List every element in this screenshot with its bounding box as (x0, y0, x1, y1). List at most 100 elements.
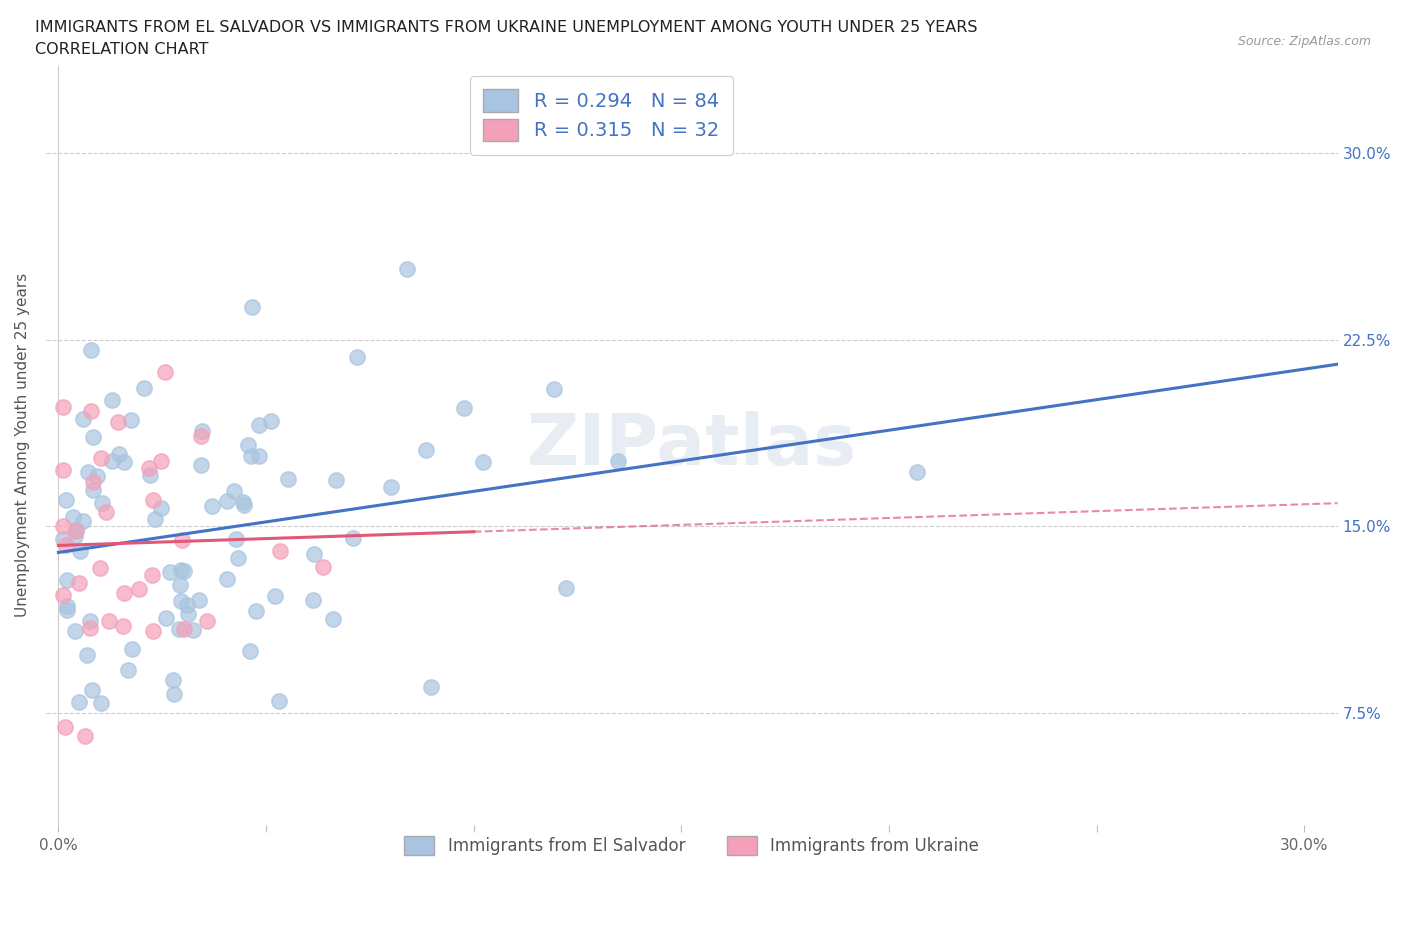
Point (80, 342, 103, 357)
Point (269, 544, 291, 559)
Y-axis label: Unemployment Among Youth under 25 years: Unemployment Among Youth under 25 years (15, 273, 30, 618)
Point (419, 680, 441, 695)
Point (52, 519, 75, 534)
Point (139, 468, 162, 483)
Text: ZIPatlas: ZIPatlas (527, 411, 856, 480)
Point (153, 365, 176, 379)
Point (905, 465, 928, 480)
Point (245, 604, 267, 618)
Point (155, 611, 177, 626)
Point (77, 465, 100, 480)
Point (82, 430, 104, 445)
Point (67, 575, 90, 590)
Point (159, 565, 181, 579)
Point (201, 498, 224, 513)
Point (173, 621, 195, 636)
Point (76, 647, 98, 662)
Point (52, 400, 75, 415)
Point (79, 620, 101, 635)
Point (606, 454, 628, 469)
Point (53, 720, 76, 735)
Point (79, 614, 101, 629)
Point (90, 696, 112, 711)
Point (55, 603, 77, 618)
Point (217, 571, 239, 586)
Point (94, 504, 117, 519)
Point (176, 598, 198, 613)
Point (142, 623, 165, 638)
Point (239, 644, 262, 658)
Point (225, 531, 247, 546)
Point (52, 588, 75, 603)
Point (55, 493, 77, 508)
Point (311, 559, 333, 574)
Point (75, 728, 97, 743)
Point (101, 454, 124, 469)
Point (226, 551, 249, 565)
Point (112, 586, 135, 601)
Point (89, 561, 111, 576)
Point (150, 454, 173, 469)
Point (167, 621, 190, 636)
Point (65, 523, 87, 538)
Point (322, 612, 344, 627)
Point (302, 592, 325, 607)
Point (138, 461, 160, 476)
Point (267, 694, 290, 709)
Point (80, 683, 103, 698)
Point (52, 462, 75, 477)
Point (247, 418, 270, 432)
Point (117, 662, 139, 677)
Point (342, 530, 364, 545)
Point (380, 480, 402, 495)
Point (55, 538, 77, 552)
Point (141, 492, 163, 507)
Point (264, 588, 287, 603)
Point (98, 614, 121, 629)
Point (190, 429, 212, 444)
Point (215, 494, 238, 509)
Point (325, 472, 347, 487)
Point (177, 606, 200, 621)
Text: IMMIGRANTS FROM EL SALVADOR VS IMMIGRANTS FROM UKRAINE UNEMPLOYMENT AMONG YOUTH : IMMIGRANTS FROM EL SALVADOR VS IMMIGRANT… (35, 20, 977, 35)
Point (82, 483, 104, 498)
Point (108, 446, 131, 461)
Legend: Immigrants from El Salvador, Immigrants from Ukraine: Immigrants from El Salvador, Immigrants … (398, 830, 986, 862)
Point (415, 443, 437, 458)
Point (346, 350, 368, 365)
Point (62, 510, 84, 525)
Point (145, 512, 167, 527)
Point (79, 404, 101, 418)
Point (173, 564, 195, 578)
Point (121, 642, 143, 657)
Point (239, 448, 262, 463)
Point (82, 474, 104, 489)
Point (277, 472, 299, 486)
Point (72, 513, 94, 528)
Point (396, 261, 419, 276)
Point (111, 618, 134, 633)
Point (191, 424, 214, 439)
Point (181, 623, 204, 638)
Point (128, 581, 150, 596)
Point (67, 695, 90, 710)
Point (150, 500, 173, 515)
Point (260, 414, 283, 429)
Point (169, 578, 191, 592)
Point (162, 672, 184, 687)
Point (69, 543, 91, 558)
Point (56, 599, 79, 614)
Point (90, 450, 112, 465)
Point (172, 533, 194, 548)
Point (472, 455, 495, 470)
Point (187, 592, 209, 607)
Point (543, 382, 565, 397)
Point (169, 563, 191, 578)
Point (65, 623, 87, 638)
Point (63, 528, 86, 543)
Point (101, 392, 124, 407)
Point (304, 546, 326, 561)
Point (141, 567, 163, 582)
Point (162, 686, 184, 701)
Point (232, 498, 254, 512)
